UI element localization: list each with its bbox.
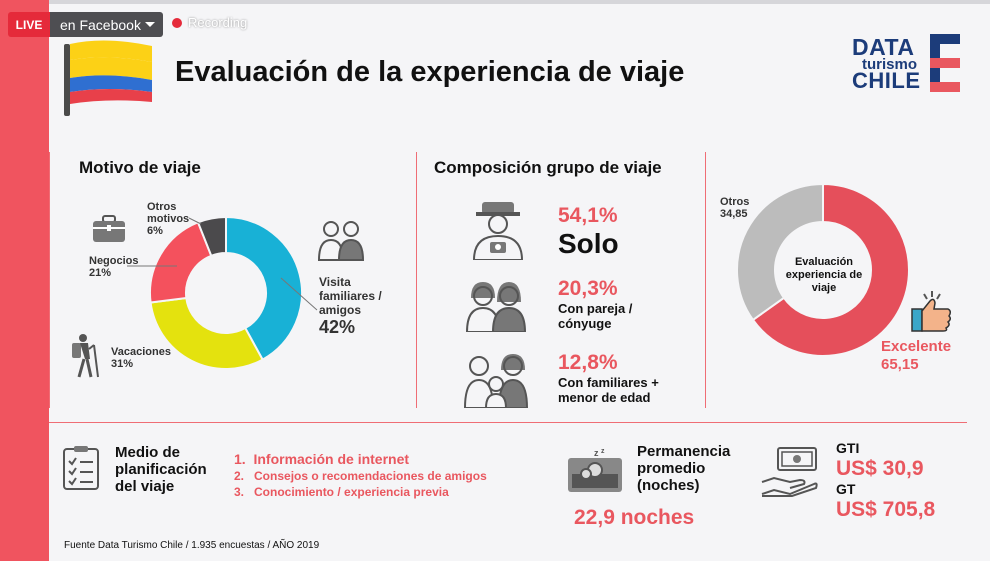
colombia-flag-icon <box>64 40 152 116</box>
otros-name: Otros <box>720 196 750 208</box>
grupo-pareja-label: Con pareja / cónyuge <box>558 301 633 331</box>
destination-select[interactable]: en Facebook <box>50 12 163 37</box>
chevron-down-icon <box>145 22 155 27</box>
svg-text:z: z <box>594 448 599 458</box>
motivo-label-negocios: Negocios 21% <box>89 255 139 279</box>
gt-value: US$ 705,8 <box>836 498 936 521</box>
planning-title: Medio de planificación del viaje <box>115 444 207 495</box>
checklist-icon <box>63 446 99 490</box>
planning-item-text: Conocimiento / experiencia previa <box>254 485 449 499</box>
stay-title: Permanencia promedio (noches) <box>637 443 731 494</box>
divider-right <box>705 152 706 408</box>
left-accent-band <box>0 0 49 561</box>
label-vacaciones-name: Vacaciones <box>111 346 171 358</box>
grupo-familia-label: Con familiares + menor de edad <box>558 375 659 405</box>
money-hand-icon <box>761 447 818 497</box>
divider-horizontal <box>49 422 967 423</box>
motivo-label-vacaciones: Vacaciones 31% <box>111 346 171 370</box>
grupo-title: Composición grupo de viaje <box>434 158 662 177</box>
excelente-name: Excelente <box>881 338 952 355</box>
logo-line-3: CHILE <box>852 68 921 93</box>
evaluacion-donut-chart <box>736 182 910 357</box>
planning-item: 1. Información de internet <box>234 451 410 467</box>
otros-value: 34,85 <box>720 208 748 220</box>
live-stream-bar: LIVE en Facebook <box>8 12 163 37</box>
label-vacaciones-pct: 31% <box>111 358 134 370</box>
divider-middle <box>416 152 417 408</box>
donut-slice-excelente <box>751 182 910 357</box>
grupo-solo-label: Solo <box>558 228 619 259</box>
suitcase-icon <box>93 215 125 242</box>
divider-left <box>49 152 50 408</box>
stay-value: 22,9 noches <box>574 506 695 529</box>
page-title: Evaluación de la experiencia de viaje <box>175 56 685 88</box>
family-icon <box>463 354 529 408</box>
planning-item: 2. Consejos o recomendaciones de amigos <box>234 469 487 483</box>
grupo-solo-pct: 54,1% <box>558 204 618 227</box>
grupo-familia-pct: 12,8% <box>558 351 618 374</box>
evaluacion-excelente-label: Excelente 65,15 <box>881 338 951 374</box>
gti-value: US$ 30,9 <box>836 457 924 480</box>
motivo-leader-lines <box>127 217 318 311</box>
live-badge: LIVE <box>8 12 50 37</box>
planning-item-text: Información de internet <box>253 451 410 467</box>
logo-line-2: turismo <box>862 56 918 73</box>
thumbs-up-icon <box>911 291 952 332</box>
motivo-label-otros: Otros motivos 6% <box>147 201 197 237</box>
data-turismo-chile-logo: DATA turismo CHILE <box>852 34 962 96</box>
planning-item-text: Consejos o recomendaciones de amigos <box>254 469 487 483</box>
grupo-pareja-pct: 20,3% <box>558 277 618 300</box>
top-strip <box>49 0 990 4</box>
planning-list: 1. Información de internet 2. Consejos o… <box>234 451 487 500</box>
logo-e-mark-icon <box>930 34 960 92</box>
donut-slice-vacaciones <box>149 296 264 370</box>
gti-label: GTI <box>836 440 860 456</box>
gt-label: GT <box>836 481 856 497</box>
motivo-label-visita: Visita familiares / amigos 42% <box>319 275 399 337</box>
footer-source: Fuente Data Turismo Chile / 1.935 encues… <box>64 540 320 551</box>
label-negocios-pct: 21% <box>89 267 112 279</box>
donut-slice-otros <box>736 182 824 322</box>
destination-label: en Facebook <box>60 16 141 33</box>
traveler-icon <box>472 202 524 260</box>
recording-indicator: Recording <box>172 15 247 30</box>
svg-text:z: z <box>601 448 605 455</box>
donut-slice-otros <box>196 215 227 258</box>
donut-slice-visita <box>225 215 303 361</box>
label-otros-pct: 6% <box>147 225 163 237</box>
label-visita-name: Visita familiares / amigos <box>319 275 382 317</box>
evaluacion-otros-label: Otros 34,85 <box>720 196 749 220</box>
logo-line-1: DATA <box>852 34 915 60</box>
label-negocios-name: Negocios <box>89 255 139 267</box>
couple-icon <box>318 221 364 261</box>
label-visita-pct: 42% <box>319 317 356 337</box>
motivo-title: Motivo de viaje <box>79 158 201 177</box>
label-otros-name: Otros motivos <box>147 201 190 225</box>
planning-item: 3. Conocimiento / experiencia previa <box>234 485 449 499</box>
hiker-icon <box>72 334 99 378</box>
sleeper-icon: z z <box>568 448 622 492</box>
evaluacion-center-label: Evaluación experiencia de viaje <box>785 256 863 294</box>
motivo-donut-chart <box>149 215 303 370</box>
recording-label: Recording <box>188 15 248 30</box>
couple-group-icon <box>465 282 527 332</box>
record-dot-icon <box>172 17 182 28</box>
excelente-value: 65,15 <box>881 356 919 373</box>
